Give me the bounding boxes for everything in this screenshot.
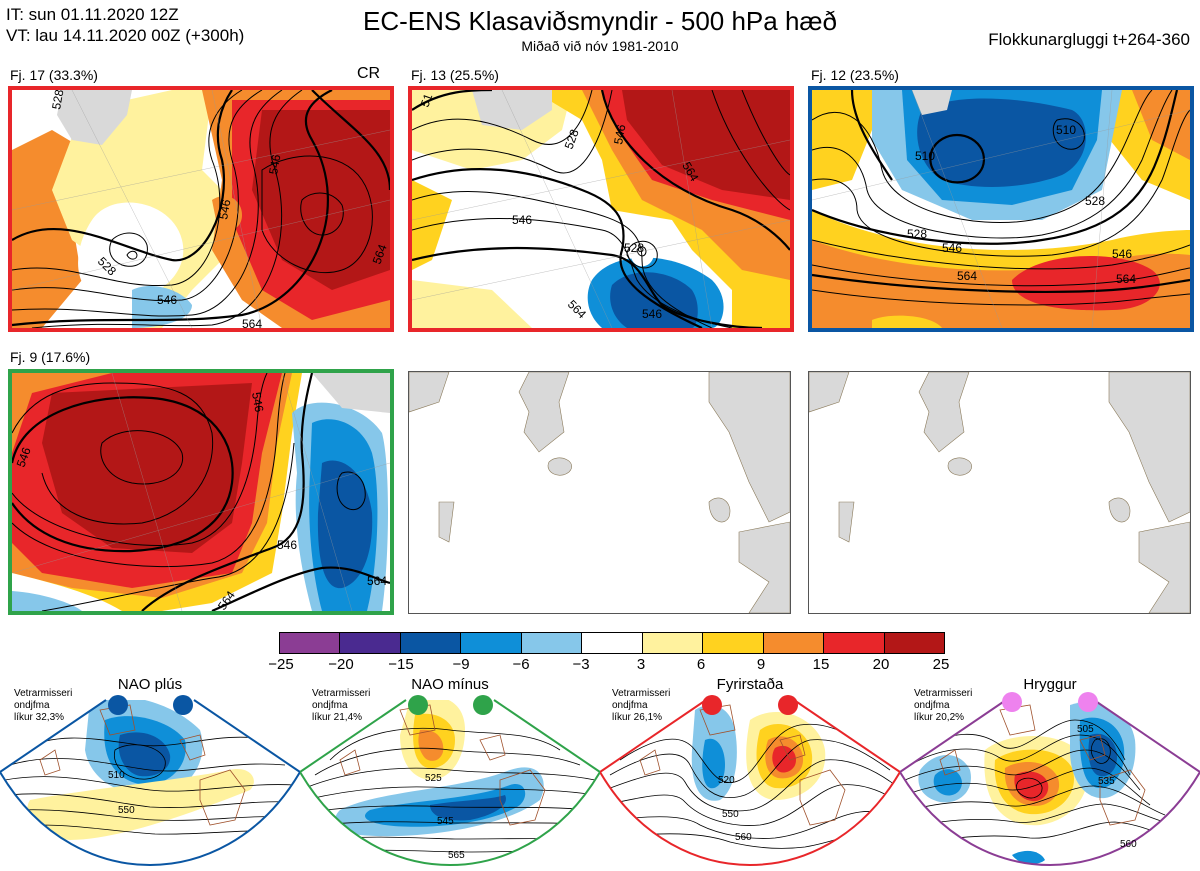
valid-time: VT: lau 14.11.2020 00Z (+300h) (6, 26, 245, 45)
contour-label: 546 (1112, 247, 1132, 261)
cluster-1-map: 528 546 546 546 564 564 528 (8, 86, 394, 332)
colorbar (279, 632, 945, 654)
colorbar-label: −15 (388, 656, 414, 673)
colorbar-label: −9 (452, 656, 470, 673)
contour-label: 546 (642, 307, 662, 321)
contour-label: 546 (512, 213, 532, 227)
contour-label: 564 (370, 242, 390, 266)
contour-label: 546 (157, 293, 177, 307)
regime-4-title: Hryggur (1023, 676, 1077, 693)
regime-3-map: 520 550 560 (600, 695, 900, 867)
contour-label: 505 (1077, 724, 1094, 735)
colorbar-label: 15 (812, 656, 830, 673)
regime-1-title: NAO plús (117, 676, 183, 693)
regime-2-note: Vetrarmisseri ondjfma líkur 21,4% (312, 688, 371, 723)
colorbar-label: −20 (328, 656, 354, 673)
contour-label: 546 (277, 538, 297, 552)
colorbar-swatch (521, 633, 583, 653)
header-info: IT: sun 01.11.2020 12Z VT: lau 14.11.202… (6, 4, 244, 46)
contour-label: 564 (957, 269, 977, 283)
contour-label: 550 (722, 809, 739, 820)
cluster-4-map: 546 546 546 564 564 (8, 369, 394, 615)
colorbar-swatch (340, 633, 401, 653)
colorbar-label: −3 (572, 656, 590, 673)
colorbar-label: 3 (636, 656, 646, 673)
contour-label: 535 (1098, 776, 1115, 787)
contour-label: 560 (735, 832, 752, 843)
contour-label: 546 (14, 445, 34, 469)
colorbar-label: 9 (756, 656, 766, 673)
contour-label: 528 (624, 241, 644, 255)
colorbar-label: 20 (872, 656, 890, 673)
colorbar-label: 25 (932, 656, 950, 673)
regime-1-note: Vetrarmisseri ondjfma líkur 32,3% (14, 688, 73, 723)
colorbar-swatch (642, 633, 704, 653)
colorbar-swatch (703, 633, 764, 653)
colorbar-swatch (461, 633, 522, 653)
contour-label: 510 (108, 770, 125, 781)
regime-4-note: Vetrarmisseri ondjfma líkur 20,2% (914, 688, 973, 723)
regime-3-title: Fyrirstaða (716, 676, 784, 693)
cluster-2-map: 51 528 546 546 528 546 564 564 (408, 86, 794, 332)
contour-label: 528 (907, 227, 927, 241)
contour-label: 546 (249, 391, 266, 413)
contour-label: 564 (367, 574, 387, 588)
contour-label: 546 (216, 198, 233, 220)
contour-label: 525 (425, 773, 442, 784)
contour-label: 546 (266, 153, 283, 175)
contour-label: 528 (562, 127, 582, 151)
cluster-3-label: Fj. 12 (23.5%) (811, 67, 899, 83)
regime-3-note: Vetrarmisseri ondjfma líkur 26,1% (612, 688, 671, 723)
colorbar-swatch (400, 633, 462, 653)
classification-window: Flokkunargluggi t+264-360 (988, 30, 1190, 49)
page-subtitle: Miðað við nóv 1981-2010 (521, 38, 679, 54)
contour-label: 520 (718, 775, 735, 786)
colorbar-label: −25 (268, 656, 294, 673)
page-title: EC-ENS Klasaviðsmyndir - 500 hPa hæð (363, 6, 837, 36)
colorbar-label: −6 (512, 656, 530, 673)
cluster-1-label: Fj. 17 (33.3%) (10, 67, 98, 83)
regime-4-map: 505 535 560 (900, 692, 1200, 867)
contour-label: 550 (118, 805, 135, 816)
colorbar-swatch (582, 633, 643, 653)
contour-label: 546 (942, 241, 962, 255)
colorbar-label: 6 (696, 656, 706, 673)
cluster-4-label: Fj. 9 (17.6%) (10, 349, 91, 365)
regime-1-map: 510 550 (0, 695, 300, 867)
contour-label: 545 (437, 816, 454, 827)
contour-label: 51 (418, 91, 436, 109)
colorbar-swatch (763, 633, 825, 653)
contour-label: 510 (1056, 123, 1076, 137)
contour-label: 564 (242, 317, 262, 328)
contour-label: 565 (448, 850, 465, 861)
regime-2-title: NAO mínus (411, 676, 489, 693)
cluster-3-map: 510 510 528 528 546 546 564 564 (808, 86, 1194, 332)
cluster-1-cr-label: CR (357, 65, 381, 82)
contour-label: 510 (915, 149, 935, 163)
regime-2-map: 525 545 565 (300, 695, 600, 867)
colorbar-swatch (824, 633, 885, 653)
contour-label: 528 (49, 90, 66, 111)
empty-map-1 (408, 371, 791, 614)
contour-label: 546 (611, 123, 628, 145)
contour-label: 564 (1116, 272, 1136, 286)
cluster-2-label: Fj. 13 (25.5%) (411, 67, 499, 83)
initial-time: IT: sun 01.11.2020 12Z (6, 5, 179, 24)
colorbar-swatch (884, 633, 944, 653)
contour-label: 560 (1120, 839, 1137, 850)
empty-map-2 (808, 371, 1191, 614)
colorbar-swatch (280, 633, 341, 653)
contour-label: 528 (1085, 194, 1105, 208)
